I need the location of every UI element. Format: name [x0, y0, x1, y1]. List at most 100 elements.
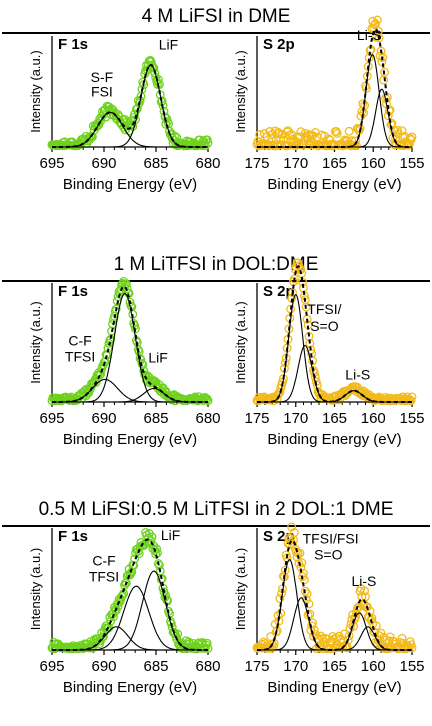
- x-tick-label: 690: [91, 155, 116, 172]
- data-point: [193, 639, 203, 649]
- peak-annotation: C-F: [92, 552, 115, 568]
- section-title: 4 M LiFSI in DME: [142, 6, 291, 27]
- peak-annotation: TFSI/FSI: [303, 530, 359, 546]
- data-point: [308, 356, 318, 366]
- data-point: [295, 548, 305, 558]
- data-point: [288, 288, 298, 298]
- x-tick-label: 155: [399, 658, 424, 675]
- x-tick-label: 175: [244, 658, 269, 675]
- fit-envelope-line: [257, 265, 412, 403]
- data-point: [376, 46, 386, 56]
- data-point: [129, 560, 139, 570]
- data-point: [372, 15, 382, 25]
- panel-title: F 1s: [58, 36, 88, 53]
- component-peak-line: [52, 626, 208, 651]
- data-point: [373, 26, 383, 36]
- peak-annotation: LiF: [159, 36, 178, 52]
- x-axis-label: Binding Energy (eV): [267, 679, 401, 696]
- data-point: [111, 606, 121, 616]
- x-tick-label: 165: [322, 658, 347, 675]
- fit-envelope-line: [257, 28, 412, 148]
- data-point: [378, 53, 388, 63]
- data-point: [380, 67, 390, 77]
- section-title: 1 M LiTFSI in DOL:DME: [114, 254, 319, 275]
- x-tick-label: 690: [91, 410, 116, 427]
- panel-title: S 2p: [263, 36, 295, 53]
- data-point: [271, 627, 281, 637]
- data-point: [93, 118, 103, 128]
- y-axis-label: Intensity (a.u.): [28, 548, 43, 630]
- x-axis-label: Binding Energy (eV): [267, 431, 401, 448]
- chart-panel: 175 170 165 160 155 Binding Energy (eV) Intens…: [233, 258, 425, 448]
- x-axis-label: Binding Energy (eV): [63, 431, 197, 448]
- data-markers: [252, 258, 417, 406]
- data-point: [152, 544, 162, 554]
- data-point: [166, 619, 176, 628]
- y-axis-label: Intensity (a.u.): [233, 50, 248, 132]
- data-point: [404, 139, 414, 149]
- peak-annotation: LiF: [161, 527, 180, 543]
- peak-annotation: TFSI/: [307, 301, 341, 317]
- component-peak-line: [52, 387, 208, 403]
- fit-envelope-line: [52, 63, 208, 148]
- data-point: [309, 625, 319, 635]
- data-point: [406, 396, 416, 405]
- y-axis-label: Intensity (a.u.): [28, 301, 43, 383]
- data-point: [405, 133, 415, 143]
- x-tick-label: 160: [361, 155, 386, 172]
- data-point: [203, 396, 213, 406]
- data-point: [87, 133, 96, 142]
- data-point: [147, 532, 157, 542]
- data-point: [289, 274, 299, 284]
- data-point: [274, 129, 284, 139]
- x-tick-label: 680: [195, 155, 220, 172]
- x-tick-label: 165: [322, 155, 347, 172]
- x-tick-label: 680: [195, 658, 220, 675]
- y-axis-label: Intensity (a.u.): [233, 301, 248, 383]
- y-axis-label: Intensity (a.u.): [28, 50, 43, 132]
- data-point: [332, 129, 342, 138]
- data-point: [397, 126, 407, 136]
- x-tick-label: 160: [361, 410, 386, 427]
- x-tick-label: 170: [283, 658, 308, 675]
- data-point: [127, 567, 137, 577]
- peak-annotation: Li-S: [351, 573, 376, 589]
- x-tick-label: 690: [91, 658, 116, 675]
- data-point: [278, 571, 288, 581]
- data-point: [344, 126, 354, 136]
- data-point: [122, 284, 132, 294]
- data-point: [262, 132, 272, 142]
- fit-envelope-line: [52, 285, 208, 403]
- data-point: [352, 603, 362, 613]
- data-point: [289, 528, 299, 537]
- section-title: 0.5 M LiFSI:0.5 M LiTFSI in 2 DOL:1 DME: [39, 499, 394, 520]
- x-tick-label: 685: [143, 658, 168, 675]
- data-point: [308, 131, 318, 140]
- data-point: [407, 132, 417, 142]
- data-point: [299, 568, 308, 578]
- data-point: [361, 592, 370, 602]
- chart-panel: 695 690 685 680 Binding Energy (eV) Intensity…: [28, 276, 221, 448]
- x-axis-label: Binding Energy (eV): [63, 679, 197, 696]
- peak-annotation: S-F: [91, 69, 114, 85]
- peak-annotation: Li-S: [357, 27, 382, 43]
- x-tick-label: 680: [195, 410, 220, 427]
- x-tick-label: 155: [399, 410, 424, 427]
- x-tick-label: 175: [244, 410, 269, 427]
- x-tick-label: 175: [244, 155, 269, 172]
- data-point: [343, 635, 353, 645]
- peak-annotation: FSI: [91, 84, 113, 100]
- peak-annotation: C-F: [68, 333, 91, 349]
- peak-annotation: TFSI: [89, 569, 119, 585]
- data-point: [98, 632, 108, 642]
- data-point: [301, 302, 311, 312]
- data-point: [202, 638, 212, 648]
- x-tick-label: 170: [283, 410, 308, 427]
- data-point: [340, 629, 349, 639]
- chart-panel: 695 690 685 680 Binding Energy (eV) Intensity…: [28, 527, 221, 696]
- chart-panel: 175 170 165 160 155 Binding Energy (eV) Intens…: [233, 15, 425, 193]
- data-markers: [47, 55, 213, 151]
- data-point: [150, 68, 160, 78]
- data-point: [203, 644, 213, 653]
